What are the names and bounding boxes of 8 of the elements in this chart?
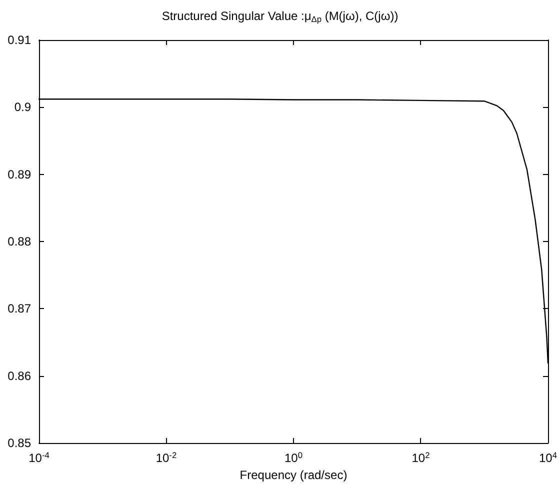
y-tick-label: 0.89 [8, 167, 32, 182]
y-tick-label: 0.87 [8, 302, 32, 316]
x-axis-title: Frequency (rad/sec) [240, 468, 348, 482]
y-tick-label: 0.85 [8, 436, 32, 450]
y-tick-label: 0.9 [14, 100, 32, 114]
y-tick-label: 0.88 [8, 234, 32, 248]
y-tick-label: 0.86 [8, 368, 32, 383]
y-tick-label: 0.91 [8, 33, 32, 47]
